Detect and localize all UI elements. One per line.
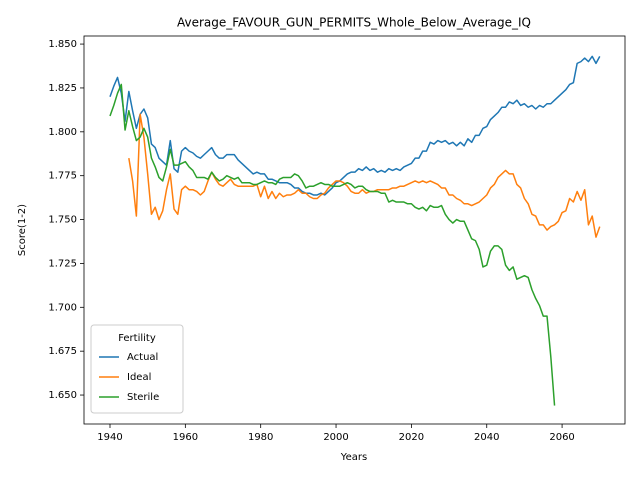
legend-label: Actual <box>127 352 158 363</box>
x-tick-label: 1980 <box>248 432 273 443</box>
x-tick-label: 1960 <box>173 432 198 443</box>
x-tick-label: 1940 <box>97 432 122 443</box>
legend-box <box>90 324 184 414</box>
y-tick-label: 1.800 <box>48 127 77 138</box>
y-tick-label: 1.775 <box>48 171 77 182</box>
x-tick-label: 2060 <box>549 432 574 443</box>
x-tick-label: 2000 <box>323 432 348 443</box>
axes-frame <box>83 35 626 425</box>
legend-title: Fertility <box>118 333 156 344</box>
data-line <box>109 83 556 406</box>
y-tick-label: 1.675 <box>48 346 77 357</box>
y-tick-label: 1.700 <box>48 302 77 313</box>
x-axis-label: Years <box>340 452 367 463</box>
y-tick-label: 1.850 <box>48 39 77 50</box>
y-tick-label: 1.825 <box>48 83 77 94</box>
y-tick-label: 1.650 <box>48 390 77 401</box>
y-tick-label: 1.725 <box>48 258 77 269</box>
legend-label: Ideal <box>127 372 151 383</box>
legend-label: Sterile <box>127 392 159 403</box>
data-line <box>128 113 601 238</box>
x-tick-label: 2020 <box>399 432 424 443</box>
x-tick-label: 2040 <box>474 432 499 443</box>
chart-title: Average_FAVOUR_GUN_PERMITS_Whole_Below_A… <box>177 16 531 30</box>
y-tick-label: 1.750 <box>48 215 77 226</box>
data-line <box>109 55 601 196</box>
y-axis-label: Score(1-2) <box>17 204 28 256</box>
